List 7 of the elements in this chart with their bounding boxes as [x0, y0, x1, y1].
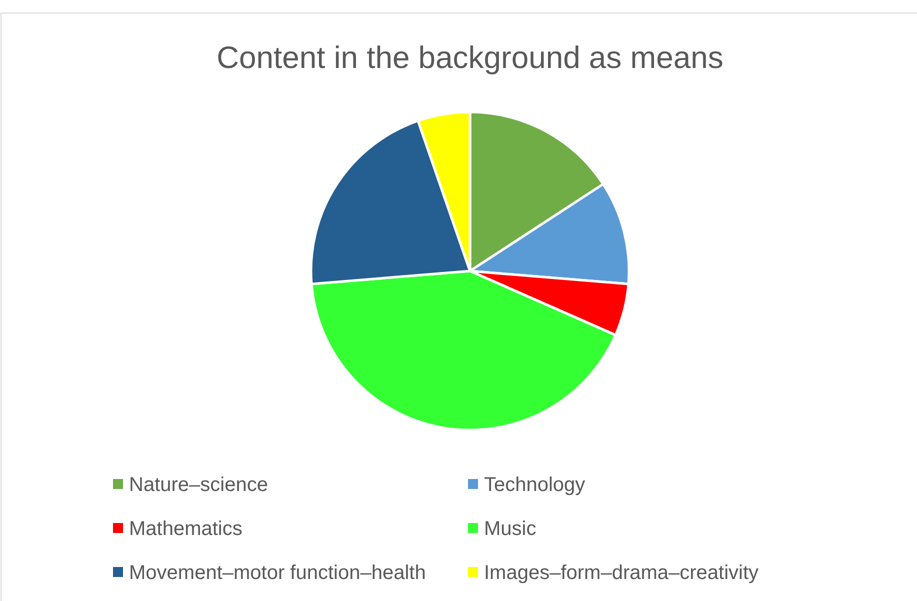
- legend-label: Music: [484, 518, 536, 540]
- legend-label: Movement–motor function–health: [129, 562, 426, 584]
- legend-label: Technology: [484, 474, 586, 496]
- legend-label: Nature–science: [129, 474, 268, 496]
- chart-title: Content in the background as means: [216, 40, 724, 75]
- legend-label: Mathematics: [129, 518, 242, 540]
- legend-label: Images–form–drama–creativity: [484, 562, 759, 584]
